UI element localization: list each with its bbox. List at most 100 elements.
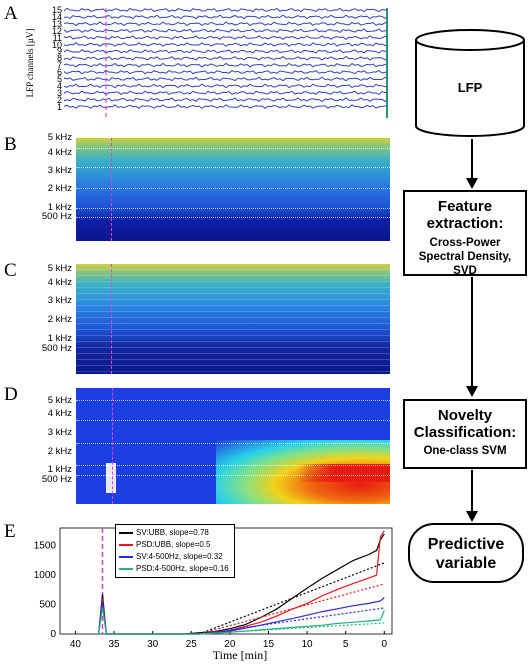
spectrogram-c bbox=[76, 264, 390, 374]
frequency-tick-label: 5 kHz bbox=[47, 263, 72, 274]
frequency-tick-label: 2 kHz bbox=[47, 183, 72, 194]
lfp-trace bbox=[64, 8, 389, 13]
x-tick-label: 20 bbox=[224, 639, 236, 650]
event-marker-b bbox=[111, 138, 112, 241]
x-tick-label: 35 bbox=[108, 639, 120, 650]
lfp-trace bbox=[64, 90, 389, 96]
frequency-tick-label: 3 kHz bbox=[47, 295, 72, 306]
channel-label: 13 bbox=[51, 18, 62, 29]
panel-label-a: A bbox=[4, 3, 18, 24]
channel-label: 2 bbox=[56, 94, 62, 105]
channel-label: 7 bbox=[56, 60, 62, 71]
chart-xlabel: Time [min] bbox=[212, 648, 268, 662]
lfp-database-shape bbox=[415, 29, 525, 137]
legend-swatch bbox=[119, 567, 133, 570]
series-line bbox=[98, 597, 385, 635]
channel-label: 8 bbox=[56, 53, 62, 64]
panel-a-ylabel-wrap: LFP channels [µV] bbox=[22, 18, 36, 118]
frequency-tick-label: 3 kHz bbox=[47, 165, 72, 176]
novelty-title: Novelty Classification: bbox=[413, 407, 517, 441]
frequency-tick-label: 500 Hz bbox=[41, 474, 72, 485]
lfp-trace bbox=[64, 42, 389, 47]
lfp-trace bbox=[64, 21, 389, 27]
legend-swatch bbox=[119, 543, 133, 546]
lfp-node-label: LFP bbox=[457, 80, 483, 95]
legend-swatch bbox=[119, 555, 133, 558]
legend-entry: SV:UBB, slope=0.78 bbox=[119, 528, 209, 537]
novelty-subtitle: One-class SVM bbox=[423, 445, 507, 457]
lfp-trace bbox=[64, 62, 389, 68]
event-marker-c bbox=[111, 264, 112, 374]
novelty-classification-box: Novelty Classification: One-class SVM bbox=[403, 399, 527, 469]
novelty-map-d bbox=[76, 388, 390, 504]
lfp-trace bbox=[64, 28, 389, 33]
lfp-traces bbox=[64, 8, 389, 118]
lfp-trace bbox=[64, 104, 389, 110]
channel-label: 10 bbox=[51, 39, 62, 50]
frequency-tick-label: 2 kHz bbox=[47, 446, 72, 457]
channel-label: 12 bbox=[51, 25, 62, 36]
lfp-trace bbox=[64, 49, 389, 54]
channel-label: 3 bbox=[56, 87, 62, 98]
spectrogram-b bbox=[76, 138, 390, 241]
chart-legend: SV:UBB, slope=0.78 PSD:UBB, slope=0.5 SV:4… bbox=[115, 524, 235, 578]
lfp-trace bbox=[64, 55, 389, 61]
feature-title: Feature extraction: bbox=[426, 198, 504, 232]
series-trend-line bbox=[198, 622, 385, 635]
legend-label: PSD:UBB, slope=0.5 bbox=[136, 540, 211, 549]
frequency-tick-label: 5 kHz bbox=[47, 395, 72, 406]
x-tick-label: 30 bbox=[147, 639, 159, 650]
legend-swatch bbox=[119, 531, 133, 534]
frequency-tick-label: 500 Hz bbox=[41, 211, 72, 222]
legend-entry: PSD:4-500Hz, slope=0.16 bbox=[119, 564, 229, 573]
x-tick-label: 40 bbox=[70, 639, 82, 650]
series-trend-line bbox=[198, 607, 385, 635]
channel-label: 5 bbox=[56, 74, 62, 84]
frequency-tick-label: 1 kHz bbox=[47, 202, 72, 213]
y-tick-label: 500 bbox=[39, 600, 56, 611]
x-tick-label: 0 bbox=[381, 639, 387, 650]
legend-label: PSD:4-500Hz, slope=0.16 bbox=[136, 564, 229, 573]
frequency-tick-label: 5 kHz bbox=[47, 132, 72, 143]
channel-label: 11 bbox=[52, 32, 62, 43]
lfp-trace bbox=[64, 76, 389, 82]
frequency-tick-label: 500 Hz bbox=[41, 343, 72, 354]
series-line bbox=[98, 607, 385, 635]
lfp-trace bbox=[64, 97, 389, 103]
frequency-tick-label: 2 kHz bbox=[47, 314, 72, 325]
frequency-tick-label: 4 kHz bbox=[47, 408, 72, 419]
panel-a-ylabel: LFP channels [µV] bbox=[25, 28, 35, 98]
lfp-trace bbox=[64, 14, 389, 20]
arrow-2 bbox=[471, 277, 473, 387]
panel-label-d: D bbox=[4, 384, 18, 405]
y-tick-label: 1500 bbox=[34, 541, 57, 552]
feature-extraction-box: Feature extraction: Cross-Power Spectral… bbox=[403, 190, 527, 277]
lfp-trace bbox=[64, 83, 389, 89]
legend-entry: PSD:UBB, slope=0.5 bbox=[119, 540, 210, 549]
arrow-1 bbox=[471, 139, 473, 179]
x-tick-label: 25 bbox=[186, 639, 198, 650]
series-trend-line bbox=[198, 562, 385, 635]
frequency-tick-label: 3 kHz bbox=[47, 427, 72, 438]
frequency-tick-label: 1 kHz bbox=[47, 464, 72, 475]
channel-label: 15 bbox=[51, 5, 62, 15]
arrow-3 bbox=[471, 470, 473, 512]
panel-label-b: B bbox=[4, 134, 17, 155]
y-tick-label: 0 bbox=[50, 629, 56, 640]
predictive-label: Predictive variable bbox=[427, 536, 505, 572]
arrow-1-head bbox=[466, 178, 478, 189]
legend-label: SV:UBB, slope=0.78 bbox=[136, 528, 209, 537]
arrow-2-head bbox=[466, 386, 478, 397]
panel-label-c: C bbox=[4, 260, 17, 281]
x-tick-label: 10 bbox=[302, 639, 314, 650]
channel-label: 9 bbox=[56, 46, 62, 57]
legend-label: SV:4-500Hz, slope=0.32 bbox=[136, 552, 223, 561]
y-tick-label: 1000 bbox=[34, 570, 57, 581]
frequency-tick-label: 1 kHz bbox=[47, 333, 72, 344]
panel-label-e: E bbox=[4, 521, 16, 542]
channel-label: 14 bbox=[51, 11, 62, 22]
channel-label: 4 bbox=[56, 80, 62, 91]
event-marker-d bbox=[112, 388, 113, 504]
x-tick-label: 15 bbox=[263, 639, 275, 650]
frequency-tick-label: 4 kHz bbox=[47, 147, 72, 158]
